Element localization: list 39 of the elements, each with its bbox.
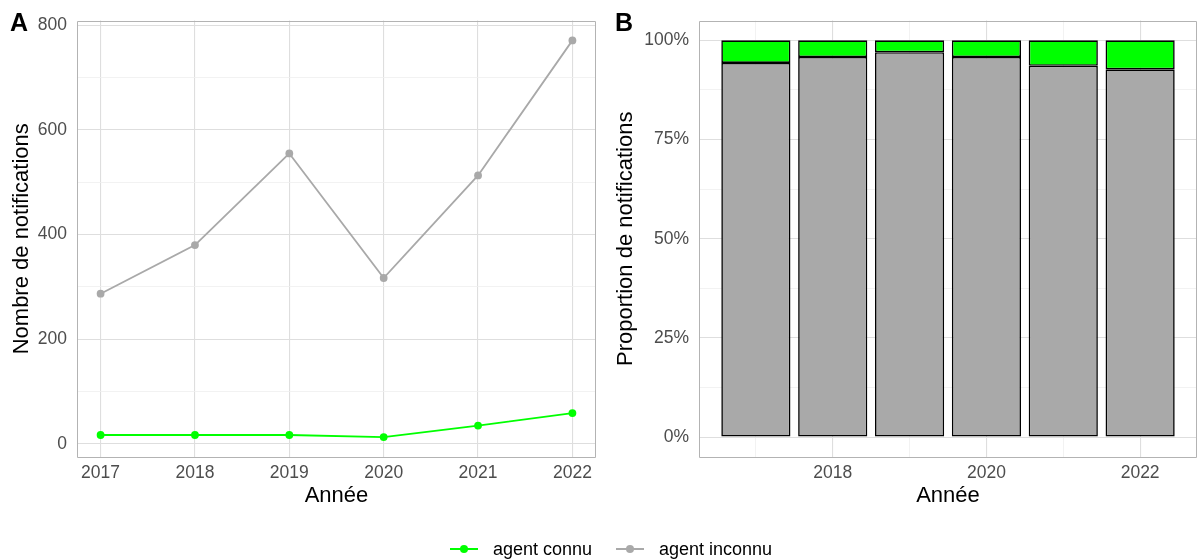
point [379,433,388,442]
point [474,171,482,180]
point [379,274,388,282]
point [474,421,482,430]
x-tick-label: 2018 [813,462,853,483]
chart-title: B [615,8,634,36]
x-tick-label: 2017 [81,462,121,483]
point [568,409,577,417]
x-tick-label: 2021 [458,462,498,483]
y-tick-label: 0% [663,425,689,446]
point [285,149,294,158]
point [568,36,577,45]
point [191,241,199,249]
y-tick-label: 25% [653,326,689,347]
y-tick-label: 800 [37,14,68,35]
x-tick-label: 2020 [966,462,1007,483]
x-tick-label: 2022 [552,462,592,483]
x-tick-label: 2022 [1120,462,1160,483]
x-axis-title: Année [304,481,369,507]
y-axis-title: Proportion de notifications [612,111,638,366]
chart-title: A [10,8,29,36]
y-tick-label: 100% [644,29,689,50]
legend-label: agent inconnu [658,538,773,560]
y-axis-title: Nombre de notifications [8,123,34,355]
x-tick-label: 2018 [175,462,215,483]
point [96,289,105,298]
point [96,431,105,439]
y-tick-label: 75% [653,128,689,149]
y-tick-label: 50% [653,227,689,248]
y-tick-label: 400 [37,223,68,244]
legend-label: agent connu [492,538,592,560]
x-tick-label: 2020 [364,462,404,483]
x-tick-label: 2019 [269,462,309,483]
x-axis-title: Année [916,481,980,507]
y-tick-label: 600 [37,118,68,139]
point [285,431,294,439]
y-tick-label: 200 [37,328,68,349]
y-tick-label: 0 [57,432,68,453]
point [191,431,199,439]
